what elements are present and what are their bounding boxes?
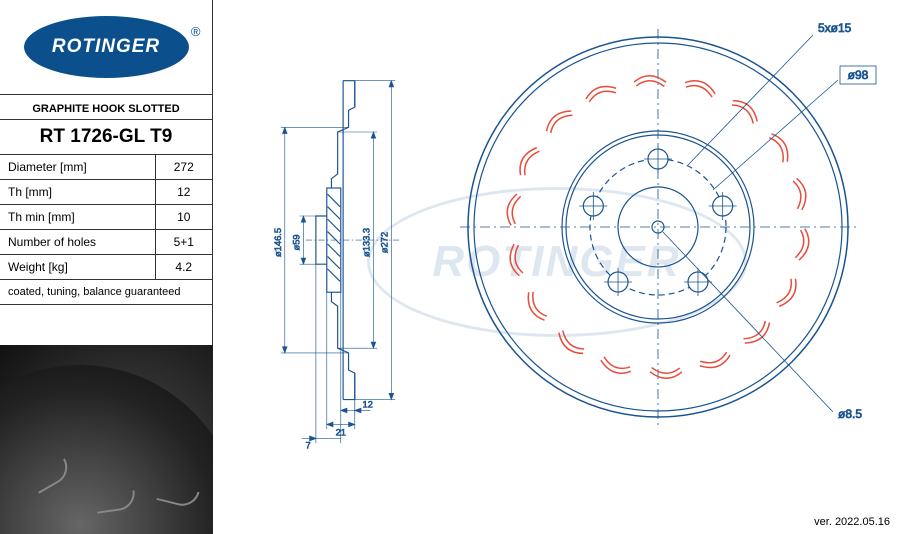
product-photo	[0, 345, 213, 534]
callout-pcd: ø98	[848, 68, 869, 82]
spec-table: Diameter [mm]272Th [mm]12Th min [mm]10Nu…	[0, 155, 212, 280]
product-subtitle: GRAPHITE HOOK SLOTTED	[0, 94, 212, 119]
spec-row: Th [mm]12	[0, 180, 212, 205]
dim-12: 12	[363, 399, 373, 409]
spec-label: Th min [mm]	[0, 205, 155, 230]
spec-value: 12	[155, 180, 212, 205]
brand-name: ROTINGER	[52, 36, 160, 58]
spec-value: 10	[155, 205, 212, 230]
spec-label: Weight [kg]	[0, 255, 155, 280]
spec-row: Diameter [mm]272	[0, 155, 212, 180]
spec-label: Th [mm]	[0, 180, 155, 205]
part-number: RT 1726-GL T9	[0, 119, 212, 155]
dim-7: 7	[306, 441, 311, 451]
version-label: ver. 2022.05.16	[814, 516, 890, 528]
spec-row: Weight [kg]4.2	[0, 255, 212, 280]
dim-21: 21	[336, 427, 346, 437]
dim-d146: ø146.5	[273, 228, 283, 257]
spec-value: 4.2	[155, 255, 212, 280]
dim-d133: ø133.3	[362, 228, 372, 257]
spec-label: Diameter [mm]	[0, 155, 155, 180]
callout-bolt: 5xø15	[818, 21, 852, 35]
info-panel: ROTINGER GRAPHITE HOOK SLOTTED RT 1726-G…	[0, 0, 213, 534]
spec-value: 5+1	[155, 230, 212, 255]
front-view: 5xø15 ø98 ø8.5	[443, 0, 900, 500]
dim-d59: ø59	[292, 234, 302, 250]
spec-value: 272	[155, 155, 212, 180]
dim-d272: ø272	[379, 232, 389, 253]
spec-row: Th min [mm]10	[0, 205, 212, 230]
logo-area: ROTINGER	[0, 0, 212, 94]
brand-logo: ROTINGER	[24, 16, 189, 78]
drawing-canvas: ROTINGER	[213, 0, 900, 534]
callout-pilot: ø8.5	[838, 407, 862, 421]
spec-label: Number of holes	[0, 230, 155, 255]
side-view: ø272 ø133.3 ø59 ø146.5	[263, 18, 403, 498]
spec-row: Number of holes5+1	[0, 230, 212, 255]
footer-note: coated, tuning, balance guaranteed	[0, 280, 212, 305]
